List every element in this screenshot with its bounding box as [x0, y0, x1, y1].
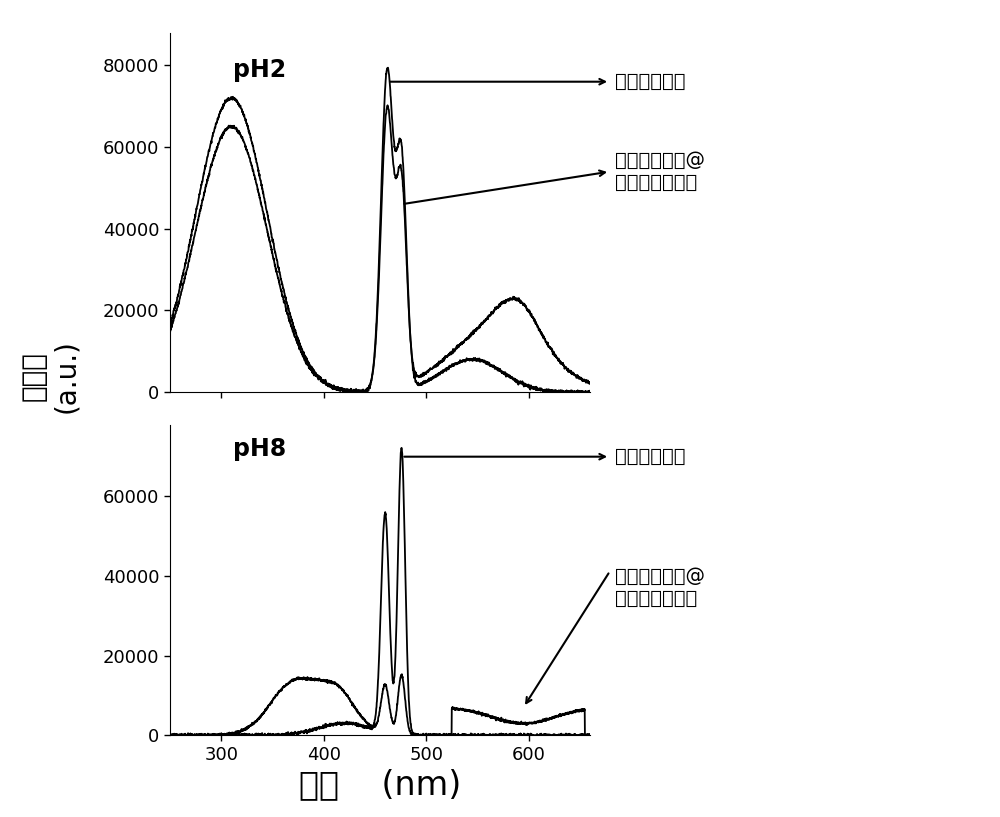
Text: 波长    (nm): 波长 (nm) [299, 768, 461, 801]
Text: 稀土纳米材料: 稀土纳米材料 [615, 447, 686, 467]
Text: 稀土纳米材料@
酸碱酶稳定微球: 稀土纳米材料@ 酸碱酶稳定微球 [615, 567, 705, 608]
Text: 光强度
(a.u.): 光强度 (a.u.) [20, 339, 80, 413]
Text: 稀土纳米材料: 稀土纳米材料 [615, 72, 686, 92]
Text: 稀土纳米材料@
酸碱酶稳定微球: 稀土纳米材料@ 酸碱酶稳定微球 [615, 151, 705, 192]
Text: pH8: pH8 [233, 437, 286, 462]
Text: pH2: pH2 [233, 58, 286, 82]
